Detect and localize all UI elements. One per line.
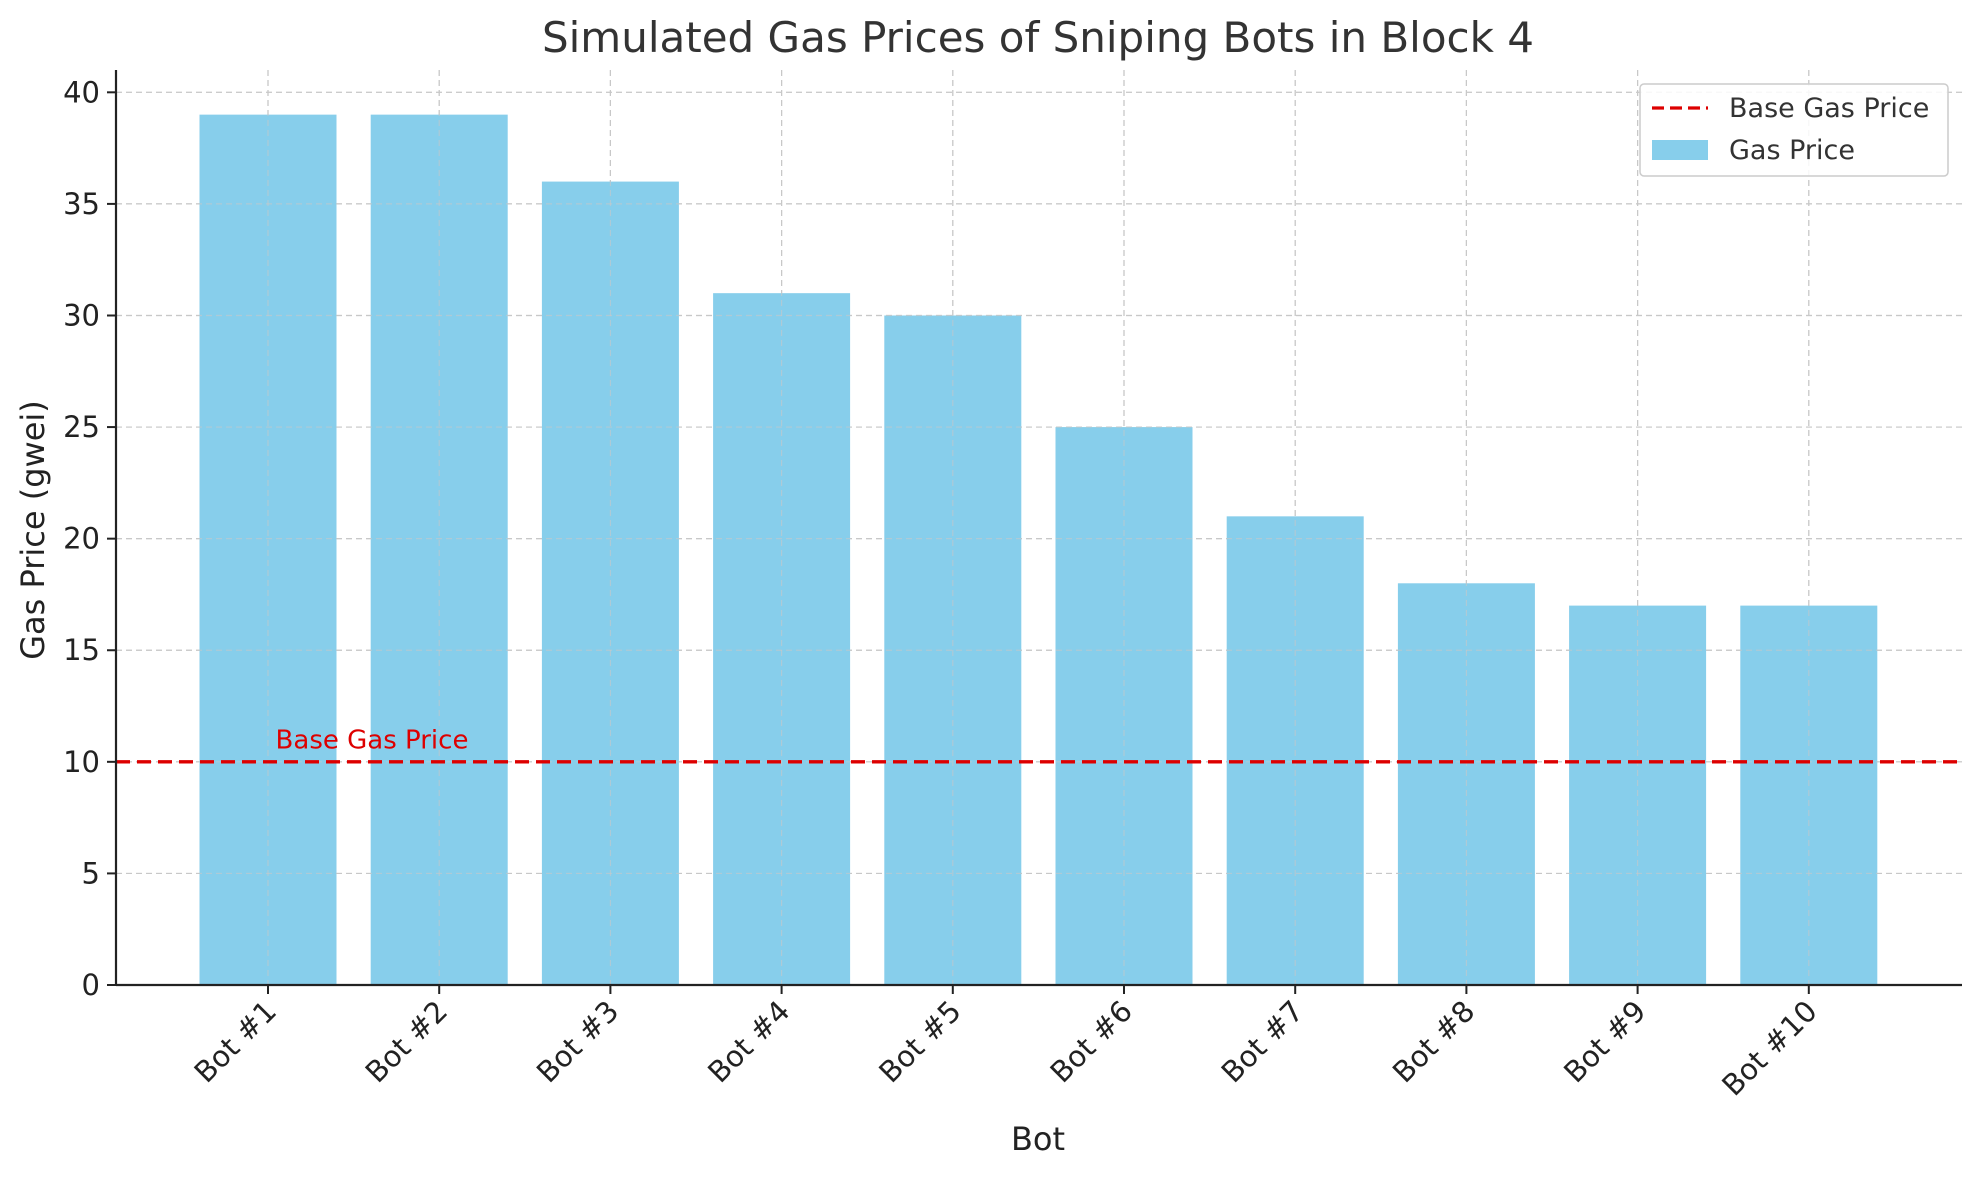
bar xyxy=(370,114,508,985)
bar xyxy=(199,114,337,985)
x-tick-label: Bot #9 xyxy=(1557,994,1652,1089)
legend-box xyxy=(1639,83,1949,177)
x-axis-title: Bot xyxy=(1011,1120,1065,1158)
chart-title: Simulated Gas Prices of Sniping Bots in … xyxy=(542,13,1534,62)
bar xyxy=(713,293,851,985)
base-price-annotation: Base Gas Price xyxy=(276,726,469,756)
bars-layer xyxy=(116,70,1962,986)
x-tick-label: Bot #1 xyxy=(188,994,283,1089)
y-tick-label: 40 xyxy=(63,75,100,109)
legend: Base Gas Price Gas Price xyxy=(1639,83,1949,177)
x-tick-label: Bot #2 xyxy=(359,994,454,1089)
y-tick-label: 25 xyxy=(63,410,100,444)
y-axis-title: Gas Price (gwei) xyxy=(14,400,52,660)
x-tick-label: Bot #5 xyxy=(872,994,967,1089)
y-tick-label: 5 xyxy=(82,856,100,890)
x-tick-label: Bot #8 xyxy=(1386,994,1481,1089)
x-tick-label: Bot #10 xyxy=(1715,994,1823,1102)
x-tick-label: Bot #3 xyxy=(530,994,625,1089)
y-tick-label: 30 xyxy=(63,298,100,332)
y-tick-label: 10 xyxy=(63,745,100,779)
y-tick-label: 35 xyxy=(63,187,100,221)
legend-label-base-gas-price: Base Gas Price xyxy=(1729,93,1929,124)
legend-swatch-gas-price xyxy=(1652,140,1708,160)
y-tick-label: 0 xyxy=(82,968,100,1002)
x-tick-label: Bot #4 xyxy=(701,994,796,1089)
axes-layer xyxy=(114,70,1962,987)
y-tick-label: 15 xyxy=(63,633,100,667)
y-tick-label: 20 xyxy=(63,522,100,556)
x-tick-label: Bot #6 xyxy=(1044,994,1139,1089)
x-tick-label: Bot #7 xyxy=(1215,994,1310,1089)
legend-label-gas-price: Gas Price xyxy=(1729,135,1855,166)
